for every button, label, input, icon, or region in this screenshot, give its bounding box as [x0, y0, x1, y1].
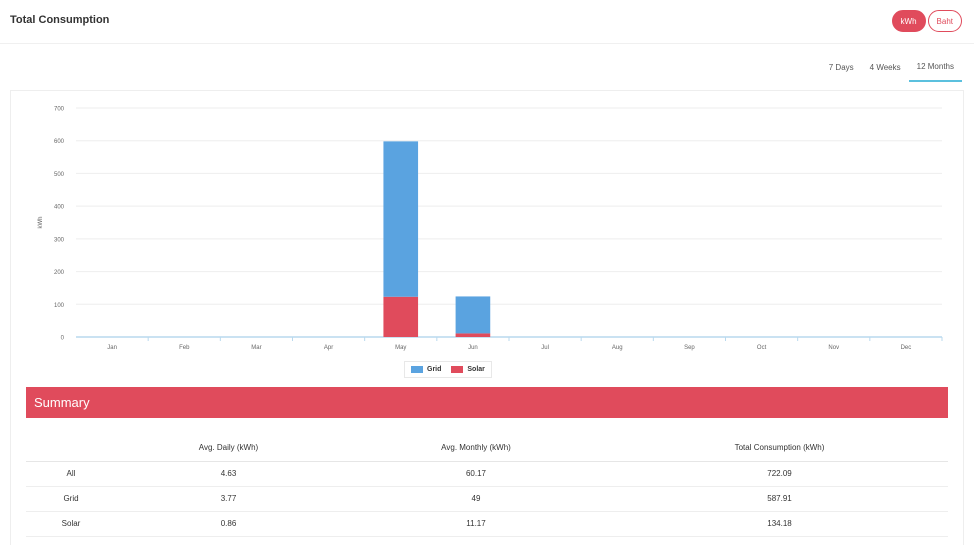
x-tick-label: Apr	[324, 345, 333, 351]
x-tick-label: Aug	[612, 345, 623, 351]
tab-12-months[interactable]: 12 Months	[908, 52, 962, 82]
row-label: Solar	[26, 511, 116, 537]
legend-item-solar[interactable]: Solar	[451, 366, 485, 373]
bar-grid	[383, 141, 419, 297]
cell-monthly: 60.17	[341, 461, 611, 487]
legend-label-grid: Grid	[427, 366, 442, 373]
row-label: Grid	[26, 486, 116, 512]
summary-header-row: Avg. Daily (kWh) Avg. Monthly (kWh) Tota…	[26, 435, 948, 462]
legend-label-solar: Solar	[467, 366, 485, 373]
cell-daily: 4.63	[116, 461, 341, 487]
chart-legend: Grid Solar	[404, 361, 492, 378]
x-tick-label: Dec	[901, 345, 912, 351]
x-tick-label: Mar	[251, 345, 261, 351]
summary-col-daily: Avg. Daily (kWh)	[116, 435, 341, 462]
y-tick-label: 600	[54, 139, 65, 145]
y-tick-label: 400	[54, 205, 65, 211]
summary-col-total: Total Consumption (kWh)	[611, 435, 948, 462]
page-title: Total Consumption	[10, 14, 110, 26]
x-tick-label: Oct	[757, 345, 767, 351]
y-tick-label: 0	[61, 336, 65, 342]
summary-table: Avg. Daily (kWh) Avg. Monthly (kWh) Tota…	[26, 435, 948, 537]
legend-swatch-grid	[411, 366, 423, 373]
unit-kwh-button[interactable]: kWh	[891, 10, 926, 32]
legend-swatch-solar	[451, 366, 464, 373]
x-tick-label: May	[395, 345, 406, 351]
summary-row-all: All 4.63 60.17 722.09	[26, 461, 948, 487]
tab-7-days[interactable]: 7 Days	[828, 62, 854, 72]
cell-monthly: 11.17	[341, 511, 611, 537]
summary-row-solar: Solar 0.86 11.17 134.18	[26, 511, 948, 537]
row-label: All	[26, 461, 116, 487]
page-header: Total Consumption kWh Baht	[0, 0, 974, 44]
legend-item-grid[interactable]: Grid	[411, 366, 441, 373]
x-tick-label: Jul	[541, 345, 549, 351]
chart-panel	[10, 90, 964, 545]
y-tick-label: 700	[54, 107, 65, 113]
consumption-chart: 0 100 200 300 400 500 600 700 kWh Jan Feb Mar Apr May…	[38, 107, 943, 351]
tab-4-weeks[interactable]: 4 Weeks	[869, 62, 901, 72]
cell-total: 134.18	[611, 511, 948, 537]
y-tick-label: 300	[54, 237, 65, 243]
x-tick-label: Nov	[828, 345, 839, 351]
y-tick-label: 100	[54, 303, 65, 309]
x-tick-label: Sep	[684, 345, 695, 351]
bar-solar	[455, 333, 491, 337]
y-tick-label: 500	[54, 172, 65, 178]
cell-daily: 0.86	[116, 511, 341, 537]
summary-row-grid: Grid 3.77 49 587.91	[26, 486, 948, 512]
unit-baht-button[interactable]: Baht	[927, 10, 962, 32]
unit-toggle: kWh Baht	[891, 10, 962, 32]
period-tabs: 7 Days 4 Weeks 12 Months	[821, 52, 962, 84]
x-tick-label: Feb	[179, 345, 190, 351]
cell-total: 722.09	[611, 461, 948, 487]
y-tick-label: 200	[54, 270, 65, 276]
summary-header: Summary	[26, 387, 948, 418]
cell-daily: 3.77	[116, 486, 341, 512]
summary-col-monthly: Avg. Monthly (kWh)	[341, 435, 611, 462]
cell-monthly: 49	[341, 486, 611, 512]
x-tick-label: Jun	[468, 345, 478, 351]
cell-total: 587.91	[611, 486, 948, 512]
bar-grid	[455, 296, 491, 334]
x-tick-label: Jan	[107, 345, 117, 351]
y-axis-label: kWh	[38, 217, 44, 229]
summary-col-empty	[26, 435, 116, 462]
bar-solar	[383, 296, 419, 337]
